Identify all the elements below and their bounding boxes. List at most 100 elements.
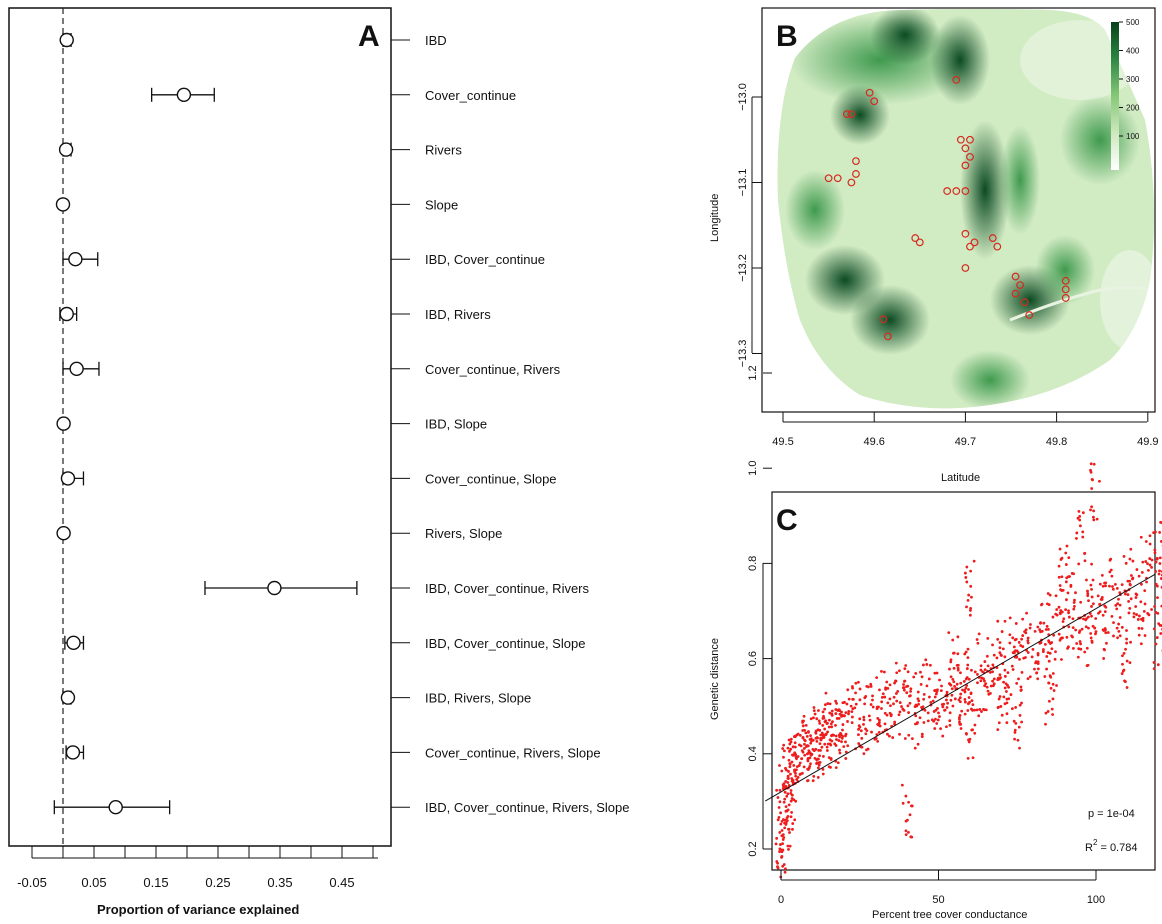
estimate-point [66, 635, 81, 650]
data-point [1043, 675, 1047, 678]
data-point [1117, 597, 1120, 601]
data-point [1017, 725, 1021, 729]
data-point [1084, 625, 1088, 629]
data-point [800, 757, 804, 761]
data-point [1073, 605, 1076, 608]
data-point [1075, 531, 1079, 535]
x-tick-label: 0.25 [205, 875, 230, 890]
data-point [999, 654, 1003, 657]
data-point [1120, 583, 1124, 587]
data-point [846, 688, 850, 692]
data-point [956, 652, 960, 656]
data-point [1158, 556, 1162, 560]
data-point [885, 713, 889, 717]
data-point [1050, 707, 1054, 711]
data-point [1125, 659, 1129, 663]
data-point [791, 822, 795, 825]
data-point [940, 684, 943, 688]
data-point [902, 683, 905, 686]
data-point [906, 704, 910, 708]
data-point [969, 569, 973, 573]
data-point [818, 754, 821, 758]
data-point [938, 715, 941, 718]
map-x-tick-label: 49.6 [863, 436, 884, 448]
data-point [1094, 617, 1098, 620]
data-point [1072, 601, 1076, 604]
data-point [908, 701, 912, 705]
data-point [841, 728, 844, 732]
panel-c-frame [771, 491, 1156, 871]
data-point [1003, 619, 1007, 623]
data-point [1143, 602, 1147, 606]
data-point [1041, 650, 1045, 653]
data-point [968, 613, 972, 617]
data-point [800, 771, 804, 775]
data-point [1021, 634, 1025, 637]
data-point [831, 720, 834, 723]
p-value-annotation: p = 1e-04 [1088, 808, 1135, 820]
data-point [1025, 611, 1028, 615]
data-point [784, 805, 788, 809]
data-point [1121, 654, 1124, 658]
data-point [1126, 593, 1130, 597]
data-point [919, 670, 922, 674]
data-point [862, 752, 866, 756]
sample-site [852, 170, 860, 178]
data-point [1082, 617, 1085, 621]
data-point [924, 658, 928, 662]
data-point [1111, 585, 1114, 588]
data-point [951, 704, 955, 708]
data-point [858, 687, 862, 691]
data-point [1015, 681, 1019, 685]
data-point [951, 638, 955, 642]
data-point [913, 705, 917, 709]
data-point [778, 831, 782, 834]
sample-site [966, 152, 974, 161]
data-point [968, 737, 972, 741]
data-point [998, 695, 1002, 698]
data-point [979, 679, 983, 683]
data-point [949, 675, 953, 679]
data-point [1039, 641, 1043, 645]
data-point [1012, 719, 1016, 723]
data-point [1077, 510, 1081, 513]
data-point [837, 716, 841, 720]
data-point [876, 740, 880, 743]
data-point [825, 749, 829, 752]
data-point [922, 721, 926, 724]
data-point [1117, 622, 1121, 626]
data-point [985, 654, 989, 658]
data-point [1071, 617, 1075, 621]
panel-b-frame [761, 7, 1156, 413]
data-point [1022, 656, 1026, 660]
data-point [873, 737, 877, 741]
data-point [1067, 611, 1070, 615]
data-point [1054, 612, 1058, 616]
data-point [1137, 614, 1141, 618]
data-point [1044, 711, 1048, 715]
data-point [1013, 728, 1017, 732]
estimate-point [58, 142, 74, 157]
data-point [1090, 587, 1093, 591]
legend-tick-label: 400 [1126, 47, 1140, 56]
data-point [989, 691, 992, 695]
data-point [903, 667, 907, 671]
data-point [814, 731, 818, 735]
scatter-x-tick-label: 50 [932, 894, 944, 906]
sample-site [961, 229, 970, 238]
data-point [804, 731, 808, 735]
data-point [1036, 651, 1040, 655]
data-point [973, 708, 976, 712]
x-tick-label: -0.05 [17, 875, 47, 890]
scatter-y-tick-label: 0.4 [747, 746, 759, 761]
map-x-tick-label: 49.8 [1046, 436, 1067, 448]
data-point [1040, 603, 1043, 607]
data-point [783, 797, 787, 801]
data-point [967, 593, 971, 597]
data-point [840, 710, 843, 714]
data-point [846, 720, 849, 723]
data-point [973, 731, 977, 735]
data-point [908, 813, 912, 817]
data-point [857, 680, 860, 684]
data-point [778, 788, 782, 792]
